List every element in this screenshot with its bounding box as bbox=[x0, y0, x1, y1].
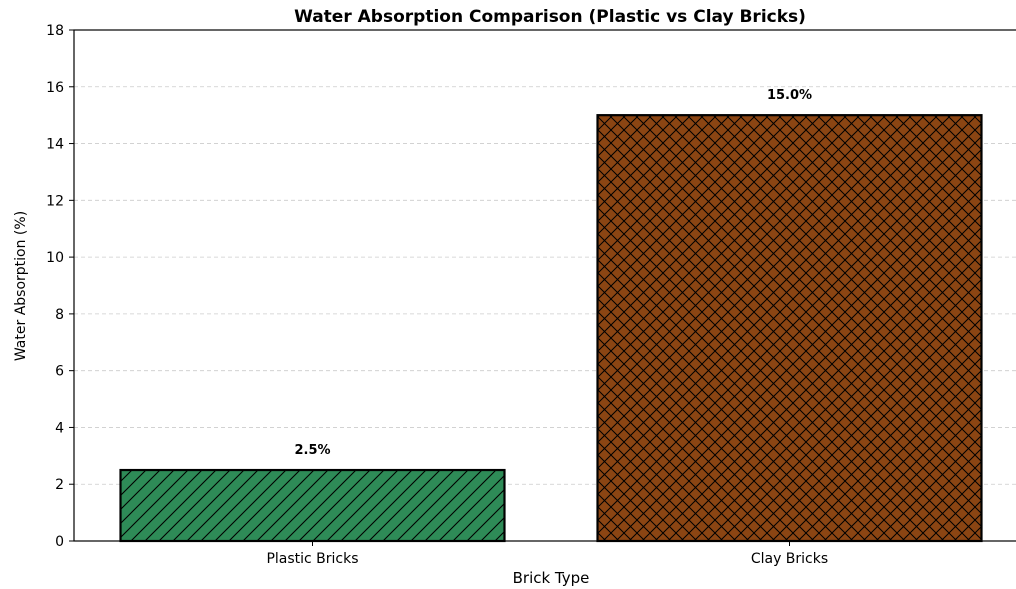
plot-frame bbox=[73, 29, 1016, 542]
grid-lines bbox=[74, 86, 1016, 485]
x-tick-label-2: Clay Bricks bbox=[751, 551, 828, 567]
data-labels-group: 2.5% 15.0% bbox=[294, 88, 812, 458]
bar-2 bbox=[596, 114, 983, 543]
x-tick-label-1: Plastic Bricks bbox=[266, 551, 358, 567]
y-tick-label-3: 6 bbox=[55, 364, 64, 380]
y-tick-label-9: 18 bbox=[46, 23, 64, 39]
y-tick-label-5: 10 bbox=[46, 250, 64, 266]
data-label-2: 15.0% bbox=[767, 88, 812, 103]
bar-1 bbox=[119, 468, 506, 543]
y-axis-label: Water Absorption (%) bbox=[13, 211, 29, 361]
bars-group bbox=[119, 114, 983, 543]
x-axis-ticks: Plastic Bricks Clay Bricks bbox=[266, 541, 828, 567]
y-tick-label-0: 0 bbox=[55, 534, 64, 550]
x-axis-label: Brick Type bbox=[513, 569, 590, 587]
chart-title: Water Absorption Comparison (Plastic vs … bbox=[294, 7, 806, 27]
y-axis-ticks: 0 2 4 6 8 10 12 14 16 18 bbox=[46, 23, 74, 550]
bar-hatch-2 bbox=[597, 115, 982, 542]
y-tick-label-6: 12 bbox=[46, 193, 64, 209]
y-tick-label-7: 14 bbox=[46, 137, 64, 153]
data-label-1: 2.5% bbox=[294, 443, 330, 458]
y-tick-label-1: 2 bbox=[55, 477, 64, 493]
y-tick-label-2: 4 bbox=[55, 420, 64, 436]
y-tick-label-4: 8 bbox=[55, 307, 64, 323]
bar-hatch-1 bbox=[120, 470, 505, 541]
y-tick-label-8: 16 bbox=[46, 80, 64, 96]
